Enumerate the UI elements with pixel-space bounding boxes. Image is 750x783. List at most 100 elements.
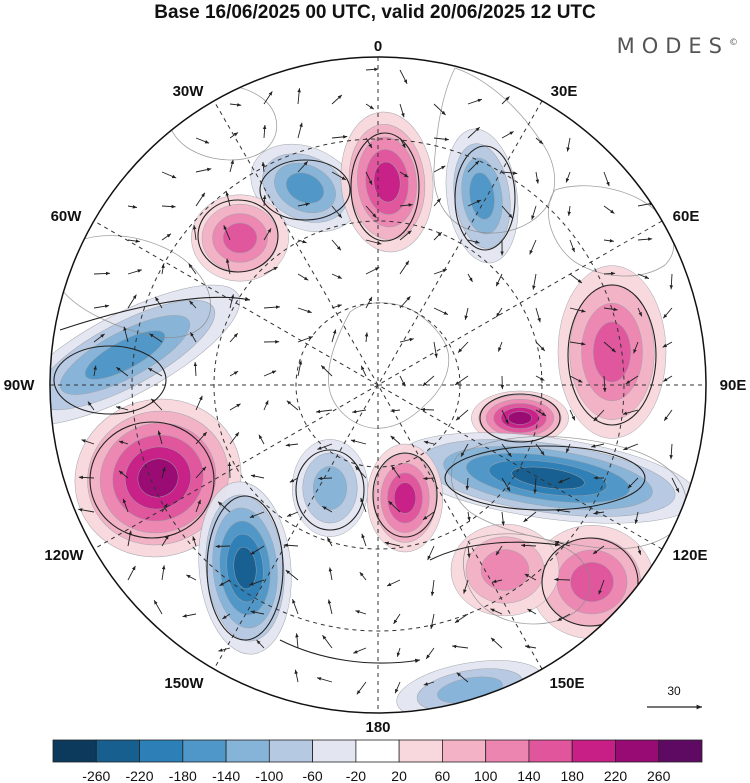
wind-vector (331, 304, 342, 309)
colorbar-tick-label: -260 (82, 768, 110, 783)
wind-vector (331, 205, 343, 219)
wind-vector (161, 503, 168, 513)
wind-vector (399, 296, 411, 309)
wind-vector (350, 439, 367, 445)
colorbar-tick-label: 20 (391, 768, 407, 783)
wind-vector (467, 273, 473, 283)
wind-vector (195, 167, 212, 173)
wind-vector (603, 238, 614, 243)
wind-vector (532, 273, 537, 290)
wind-vector (455, 409, 469, 421)
wind-vector (399, 337, 414, 343)
wind-vector (637, 273, 650, 280)
wind-vector (190, 331, 197, 343)
wind-vector (217, 501, 231, 513)
wind-vector (127, 530, 132, 547)
wind-vector (161, 171, 177, 179)
wind-vector (603, 341, 616, 353)
wind-vector (388, 500, 401, 513)
wind-vector (261, 161, 266, 173)
anomaly-east-high (557, 265, 667, 439)
wind-vector (669, 273, 674, 290)
wind-vector (157, 430, 163, 445)
longitude-labels: 0 30E 60E 90E 120E 150E 180 150W 120W 90… (4, 38, 747, 736)
wind-vector (430, 613, 435, 630)
wind-vector (195, 499, 201, 513)
wind-vector (565, 171, 571, 183)
wind-vector (355, 610, 367, 615)
wind-vector (430, 579, 435, 596)
wind-vector (467, 126, 481, 139)
wind-vector (535, 171, 540, 184)
wind-vector (286, 400, 299, 411)
wind-vector (464, 307, 469, 320)
wind-vector (495, 273, 503, 287)
wind-vector (433, 341, 438, 358)
label-lon-30e: 30E (551, 83, 578, 100)
wind-vector (524, 644, 537, 649)
wind-vector (433, 165, 446, 173)
anomaly-north-east-low (445, 128, 519, 264)
wind-vector (492, 579, 503, 584)
colorbar-tick-label: -60 (302, 768, 322, 783)
wind-vector (467, 545, 471, 558)
wind-vector (627, 477, 639, 489)
wind-vector (195, 192, 206, 207)
wind-vector (286, 511, 299, 517)
colorbar-tick-label: -220 (125, 768, 153, 783)
wind-vector (637, 237, 653, 241)
wind-vector (567, 205, 572, 216)
wind-vector (637, 545, 642, 555)
wind-vector (229, 370, 239, 377)
colorbar-bin (615, 739, 660, 763)
wind-vector (229, 159, 234, 173)
colorbar-bin (312, 739, 357, 763)
wind-vector (193, 362, 198, 377)
wind-vector (433, 307, 449, 316)
wind-vector (361, 533, 367, 547)
wind-vector (297, 273, 309, 281)
wind-vector (495, 307, 503, 318)
colorbar-tick-label: 220 (604, 768, 628, 783)
colorbar-tick-label: -140 (212, 768, 240, 783)
wind-vector (223, 225, 231, 241)
wind-vector (186, 574, 197, 581)
wind-vector (127, 565, 136, 581)
wind-vector (322, 506, 333, 513)
wind-vector (399, 260, 410, 275)
wind-vector (535, 137, 544, 145)
wind-vector (467, 160, 480, 173)
wind-vector (250, 545, 265, 555)
colorbar-bin (268, 739, 313, 763)
label-lon-30w: 30W (173, 83, 205, 100)
wind-vector (297, 122, 303, 139)
wind-vector (495, 545, 503, 556)
wind-vector (427, 545, 435, 561)
wind-vector (422, 375, 435, 387)
wind-vector (116, 366, 129, 377)
wind-vector (554, 577, 571, 582)
wind-vector (93, 333, 105, 343)
anomaly-south-center-low (291, 439, 369, 537)
label-lon-90w: 90W (4, 377, 36, 394)
wind-vector (454, 375, 469, 386)
wind-vector (423, 681, 435, 686)
wind-vector (497, 341, 503, 352)
wind-vector (569, 409, 576, 421)
wind-vector (78, 508, 95, 513)
wind-vector (399, 69, 408, 85)
wind-vector (433, 198, 442, 207)
wind-vector (297, 307, 312, 314)
wind-vector (195, 431, 208, 445)
wind-vector (188, 263, 197, 275)
wind-vector (227, 462, 232, 479)
wind-vector (386, 579, 401, 587)
wind-vector (263, 400, 269, 411)
wind-vector (465, 477, 470, 491)
wind-vector (671, 477, 680, 493)
colorbar-tick-label: 260 (647, 768, 671, 783)
wind-vector (294, 669, 299, 683)
wind-vector (295, 633, 299, 649)
wind-vector (365, 266, 380, 275)
